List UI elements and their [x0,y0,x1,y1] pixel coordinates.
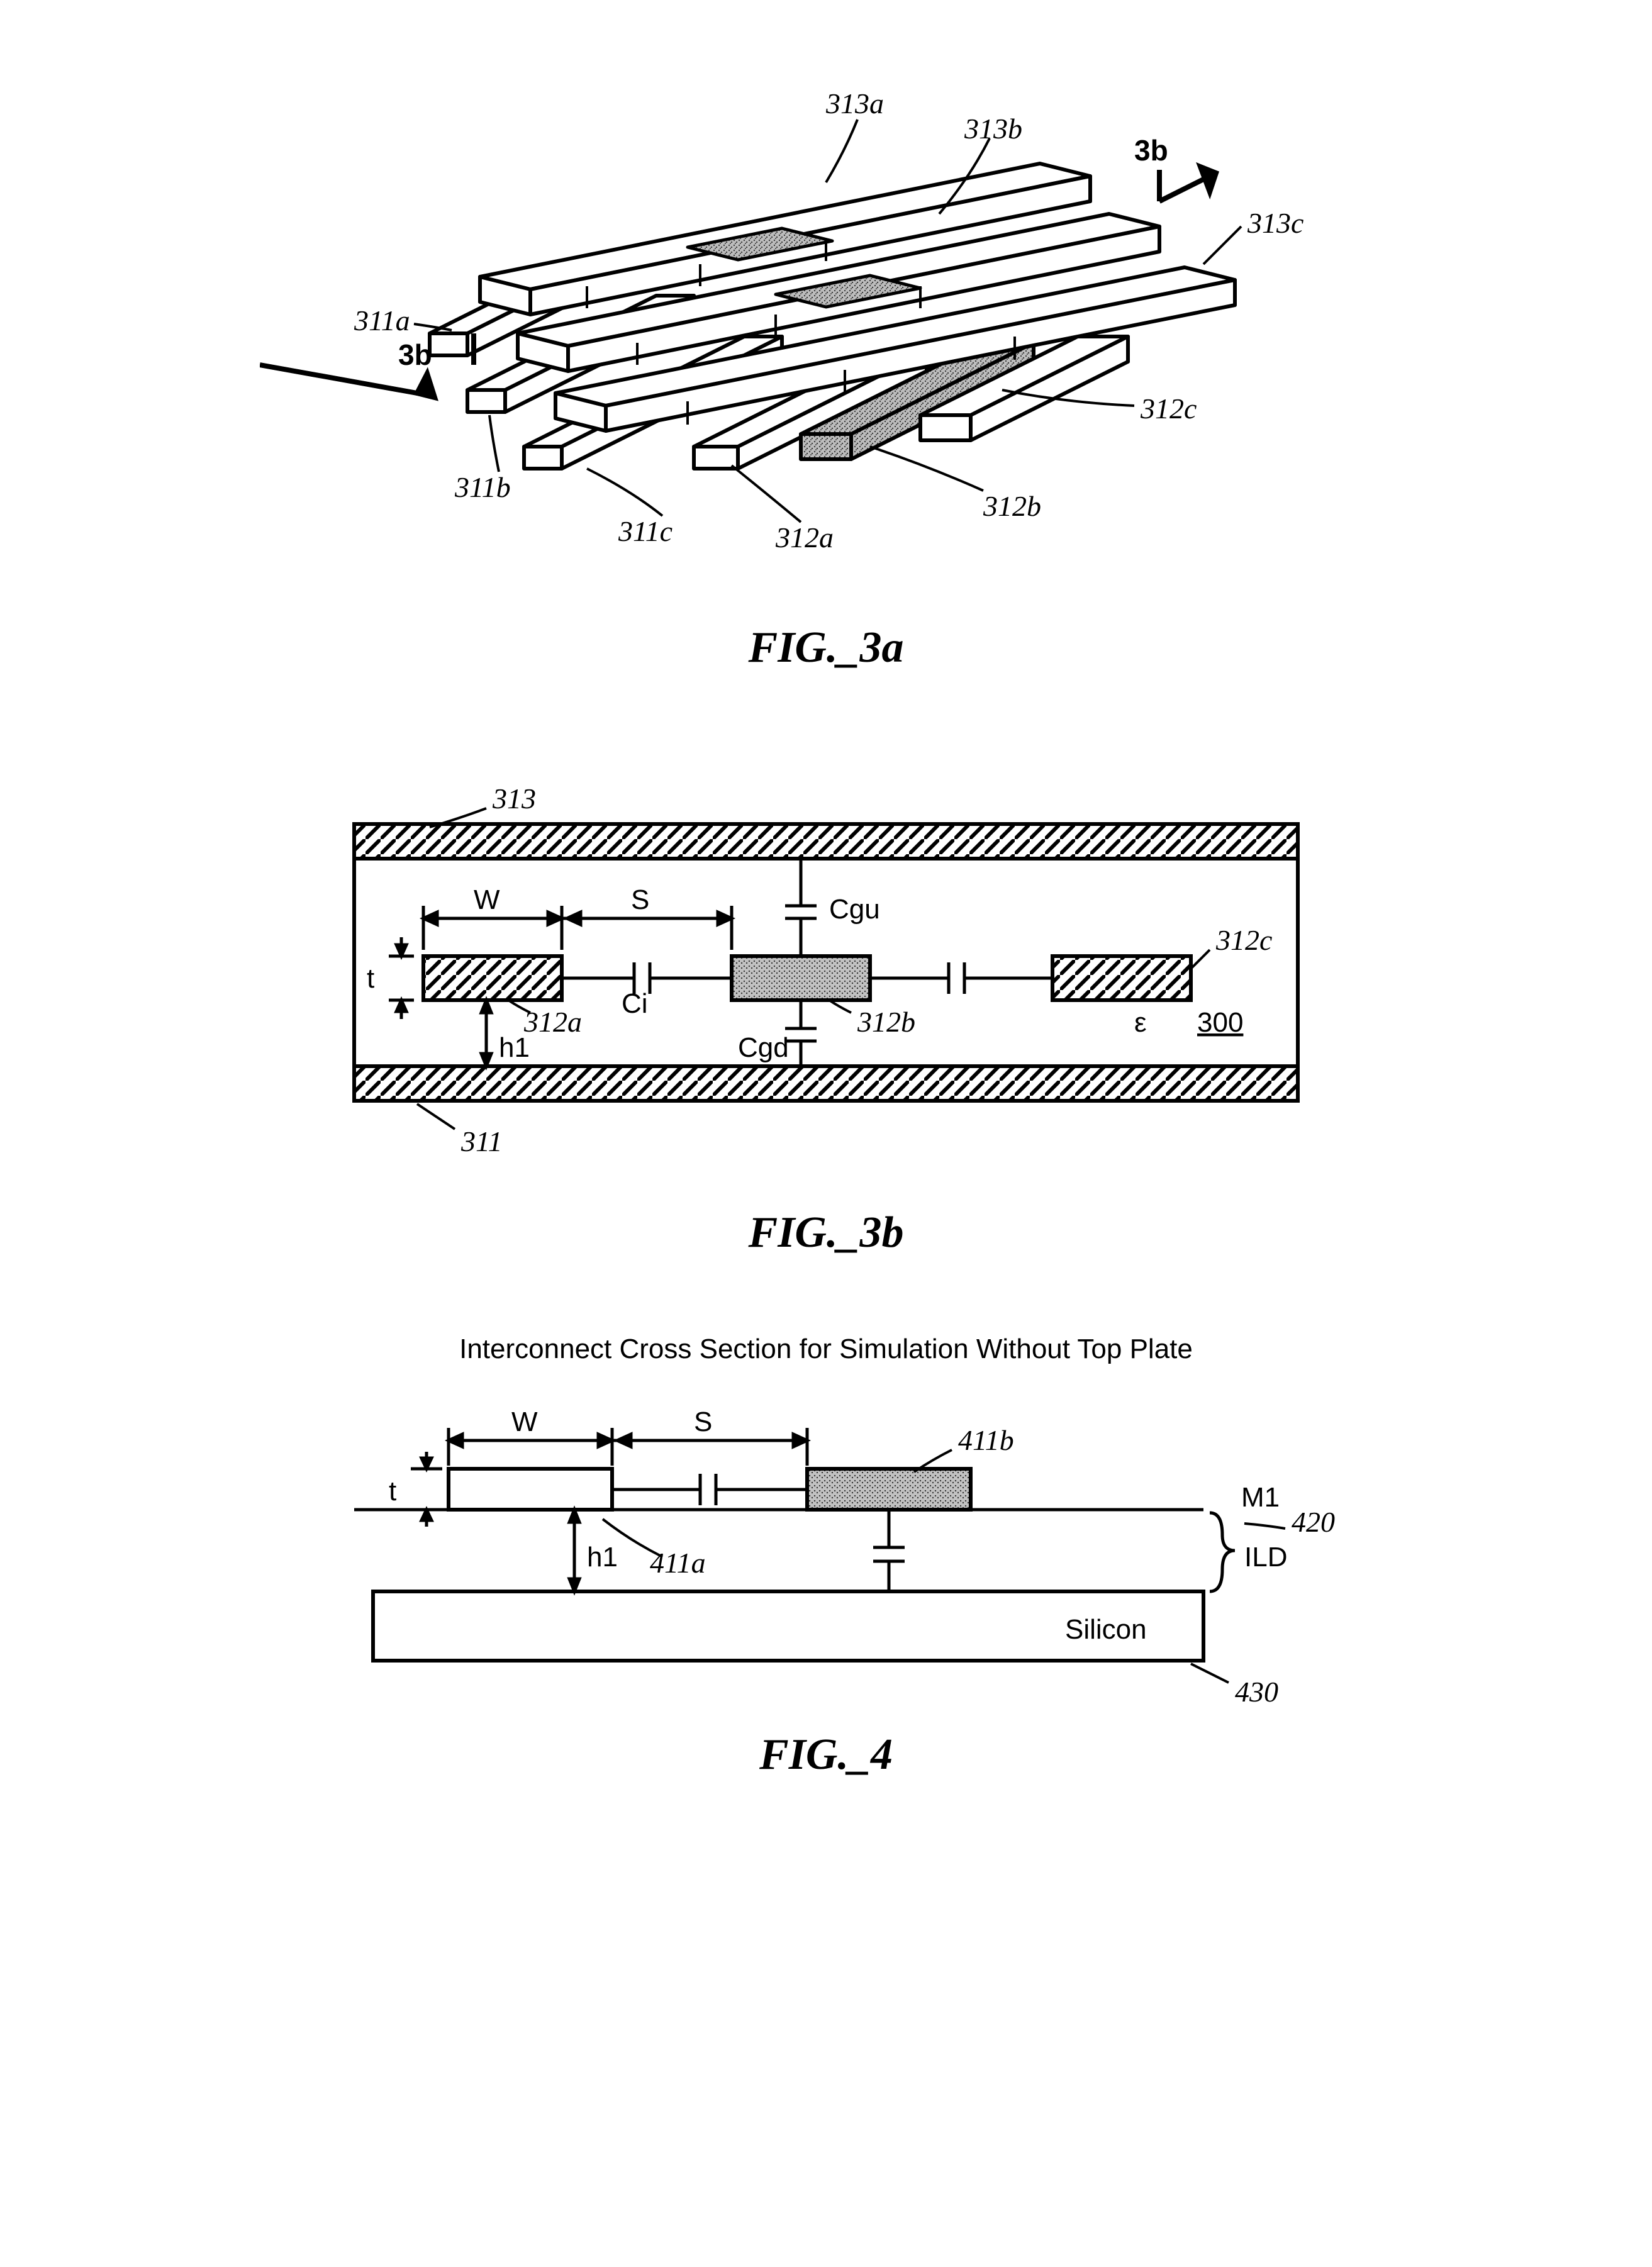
label-313c: 313c [1247,207,1303,239]
dim-h1-4 [569,1510,579,1591]
conductor-312a [423,956,562,1000]
label-ILD: ILD [1244,1542,1287,1573]
top-plate-313 [354,824,1298,859]
dim-t-4 [411,1452,442,1527]
label-300: 300 [1197,1007,1243,1038]
label-h1-4: h1 [587,1542,618,1573]
label-S: S [631,884,649,915]
label-Cgu: Cgu [829,894,880,925]
label-t: t [367,963,374,994]
label-311c: 311c [618,515,673,547]
label-3b-right: 3b [1134,134,1168,167]
label-311a: 311a [354,304,410,337]
bottom-plate-311 [354,1066,1298,1101]
label-411a: 411a [650,1547,706,1579]
label-313: 313 [492,783,536,815]
label-W: W [474,884,500,915]
label-312b: 312b [857,1006,915,1038]
fig3a-caption: FIG._3a [749,623,904,673]
label-312c: 312c [1140,393,1197,425]
fig3b-svg: 313 311 312a 312b 312c W S t h1 Cgu Cgd … [260,749,1392,1189]
label-411b: 411b [958,1424,1014,1456]
fig4-caption: FIG._4 [759,1730,893,1780]
label-Silicon: Silicon [1065,1614,1147,1645]
label-S-4: S [694,1406,712,1437]
label-h1: h1 [499,1032,530,1063]
fig4-svg: W S t h1 M1 ILD Silicon 411b 411a 420 43… [260,1384,1392,1711]
label-Cgd: Cgd [738,1032,789,1063]
figure-3a: 313a 313b 313c 311a 311b 311c 312a 312b … [25,38,1627,673]
label-312c: 312c [1215,924,1272,956]
label-eps: ε [1134,1007,1147,1038]
label-313a: 313a [825,87,884,120]
label-430: 430 [1235,1676,1278,1708]
conductor-411a [449,1469,612,1510]
label-M1: M1 [1241,1482,1280,1513]
label-311b: 311b [454,471,511,503]
label-Ci: Ci [622,988,648,1019]
fig3a-svg: 313a 313b 313c 311a 311b 311c 312a 312b … [260,38,1392,604]
figure-3b: 313 311 312a 312b 312c W S t h1 Cgu Cgd … [25,749,1627,1258]
cap-vert-4 [873,1510,905,1591]
figure-4: Interconnect Cross Section for Simulatio… [25,1334,1627,1780]
label-312a: 312a [775,521,834,554]
conductor-312b [732,956,870,1000]
fig3b-caption: FIG._3b [749,1208,904,1258]
label-311: 311 [460,1125,503,1157]
page: 313a 313b 313c 311a 311b 311c 312a 312b … [25,38,1627,1780]
label-W-4: W [511,1406,538,1437]
fig4-title: Interconnect Cross Section for Simulatio… [459,1334,1193,1365]
conductor-411b [807,1469,971,1510]
label-3b-left: 3b [398,338,432,371]
label-t-4: t [389,1476,396,1507]
conductor-312c [1052,956,1191,1000]
label-312a: 312a [523,1006,582,1038]
cap-horiz-4 [612,1474,807,1505]
ild-brace [1210,1513,1235,1591]
label-312b: 312b [983,490,1041,522]
label-313b: 313b [964,113,1022,145]
label-420: 420 [1292,1506,1335,1538]
